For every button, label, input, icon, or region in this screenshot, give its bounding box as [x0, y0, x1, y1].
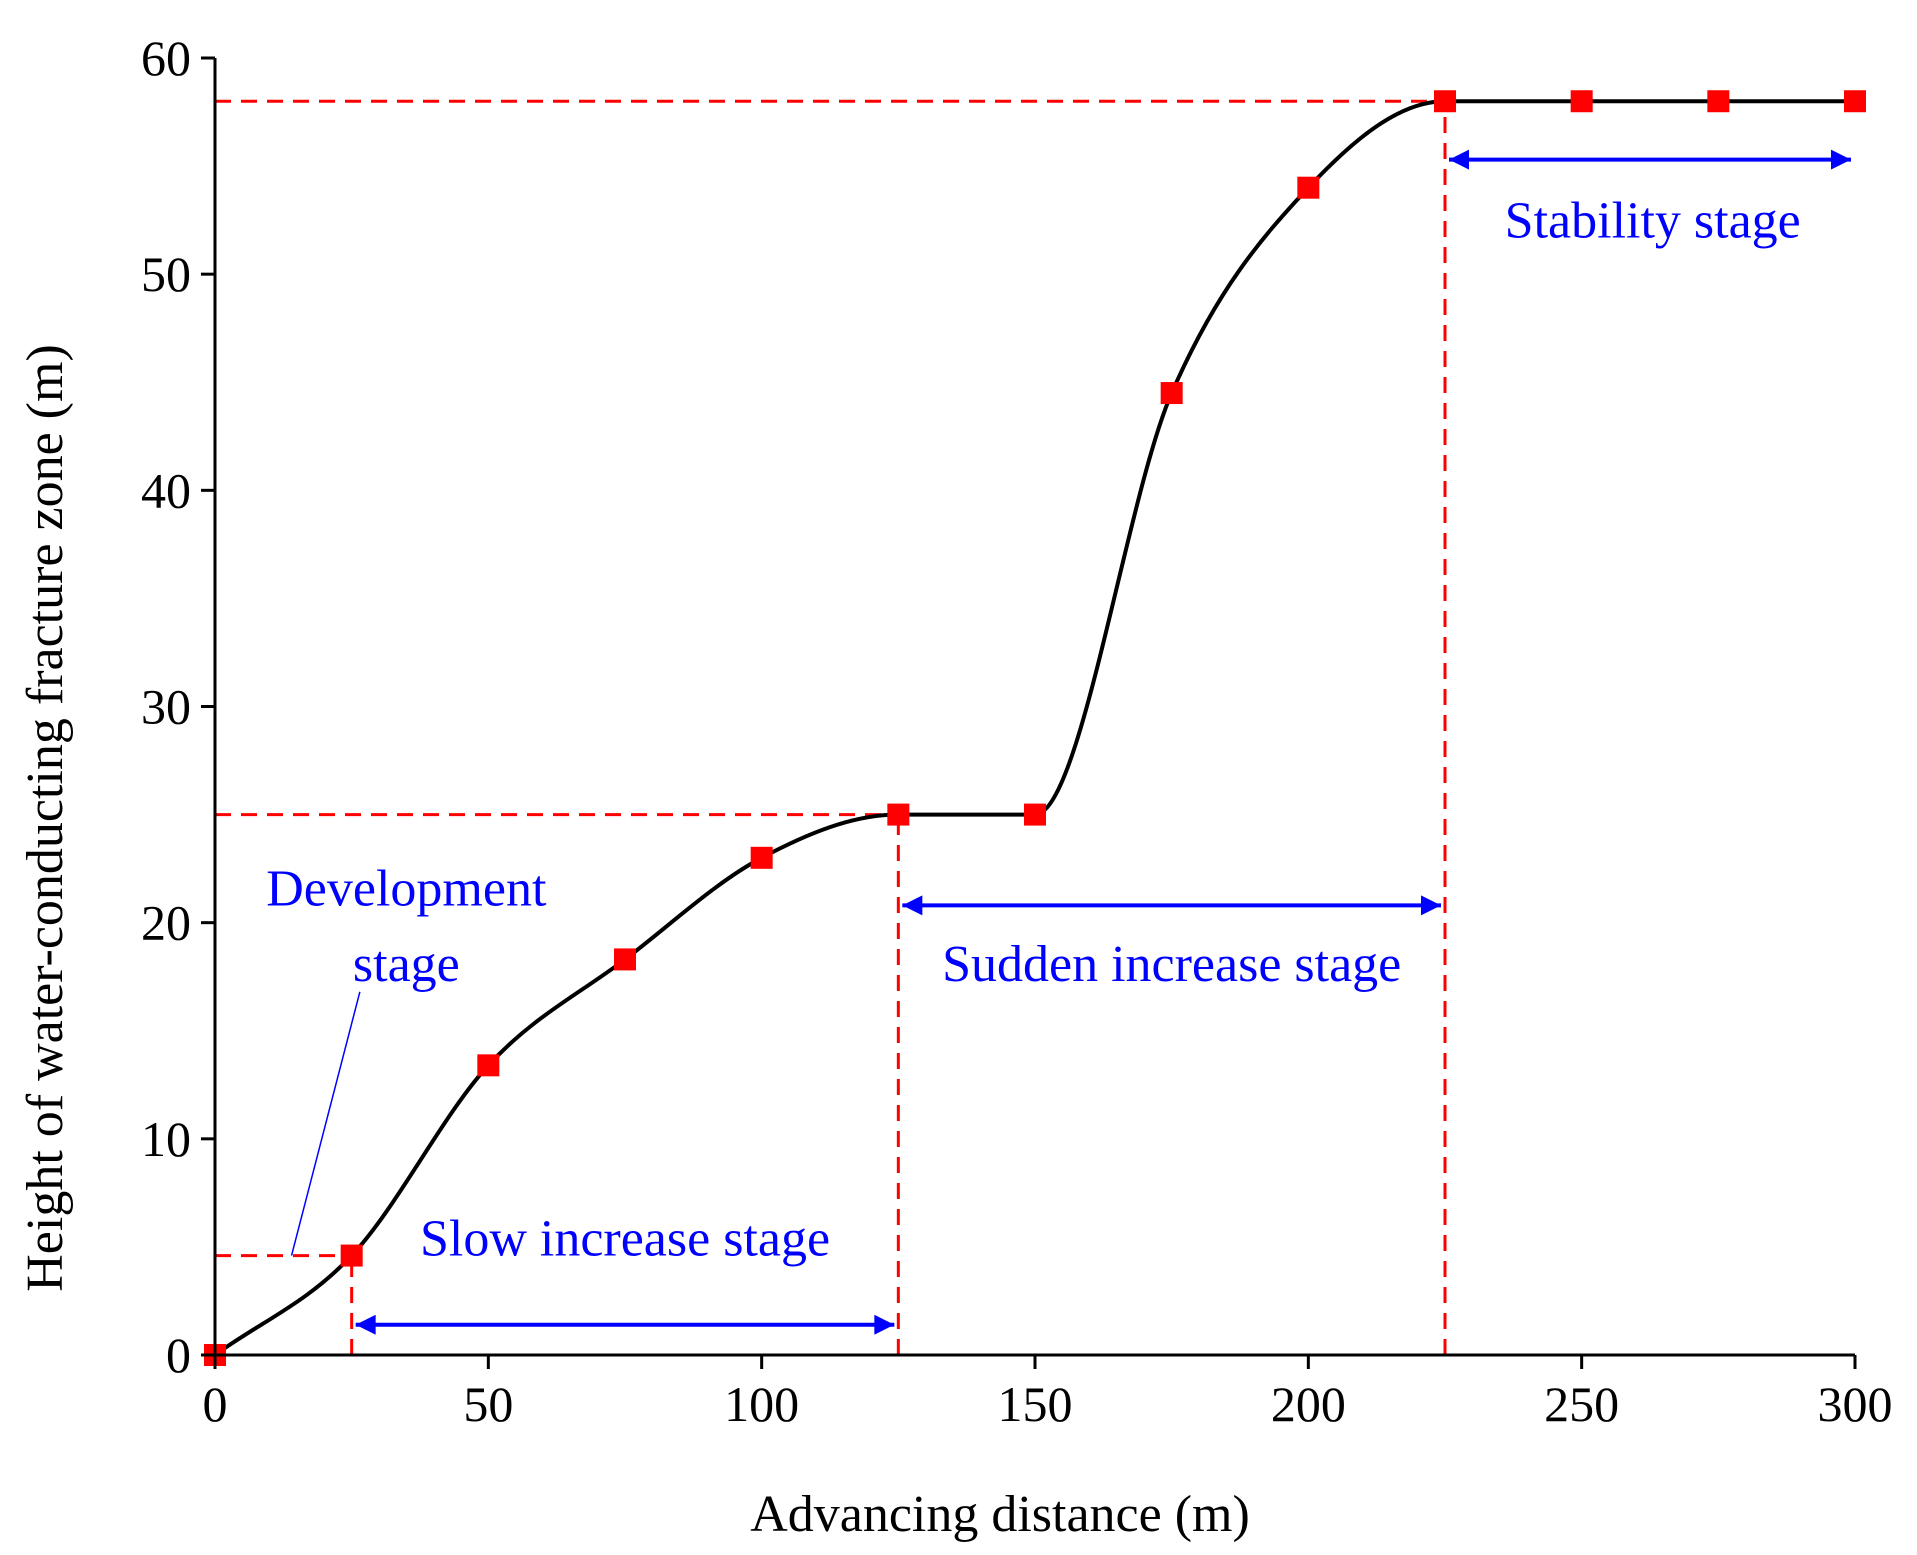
y-tick-label-40: 40	[141, 462, 191, 518]
axes: 0 50 100 150 200 250 300 0 10 20 30 40 50 60	[141, 30, 1893, 1432]
data-point-25	[340, 1244, 363, 1267]
stage-pointer-development	[290, 991, 361, 1256]
stage-label-slow: Slow increase stage	[420, 1211, 830, 1268]
data-point-100	[750, 846, 773, 869]
data-point-225	[1434, 90, 1456, 113]
x-axis-title: Advancing distance (m)	[750, 1486, 1250, 1543]
stage-label-development-line-0: Development	[266, 860, 547, 917]
stage-annotations: Slow increase stage Sudden increase stage…	[266, 149, 1851, 1335]
x-tick-label-50: 50	[463, 1376, 513, 1432]
stage-label-development-line-1: stage	[353, 936, 460, 993]
x-tick-label-150: 150	[998, 1376, 1073, 1432]
data-point-175	[1160, 382, 1183, 405]
y-axis-title: Height of water-conducting fracture zone…	[17, 344, 74, 1292]
data-point-200	[1297, 176, 1320, 199]
stage-label-stability: Stability stage	[1505, 192, 1801, 249]
y-tick-label-30: 30	[141, 679, 191, 735]
data-point-50	[477, 1054, 500, 1077]
data-point-150	[1024, 803, 1046, 826]
data-point-300	[1844, 90, 1866, 113]
x-tick-label-250: 250	[1544, 1376, 1619, 1432]
y-tick-label-20: 20	[141, 895, 191, 951]
x-tick-label-100: 100	[724, 1376, 799, 1432]
data-point-250	[1570, 90, 1593, 113]
data-point-275	[1707, 90, 1730, 113]
data-point-125	[887, 803, 910, 826]
y-tick-label-10: 10	[141, 1111, 191, 1167]
x-tick-label-200: 200	[1271, 1376, 1346, 1432]
series-group	[204, 90, 1866, 1366]
x-tick-label-0: 0	[203, 1376, 228, 1432]
stage-label-sudden: Sudden increase stage	[942, 936, 1401, 993]
series-line-0	[213, 99, 1855, 1357]
y-tick-label-50: 50	[141, 246, 191, 302]
y-tick-label-0: 0	[166, 1327, 191, 1383]
y-tick-label-60: 60	[141, 30, 191, 86]
x-tick-label-300: 300	[1818, 1376, 1893, 1432]
data-point-75	[614, 948, 636, 971]
reference-lines	[215, 99, 1447, 1355]
